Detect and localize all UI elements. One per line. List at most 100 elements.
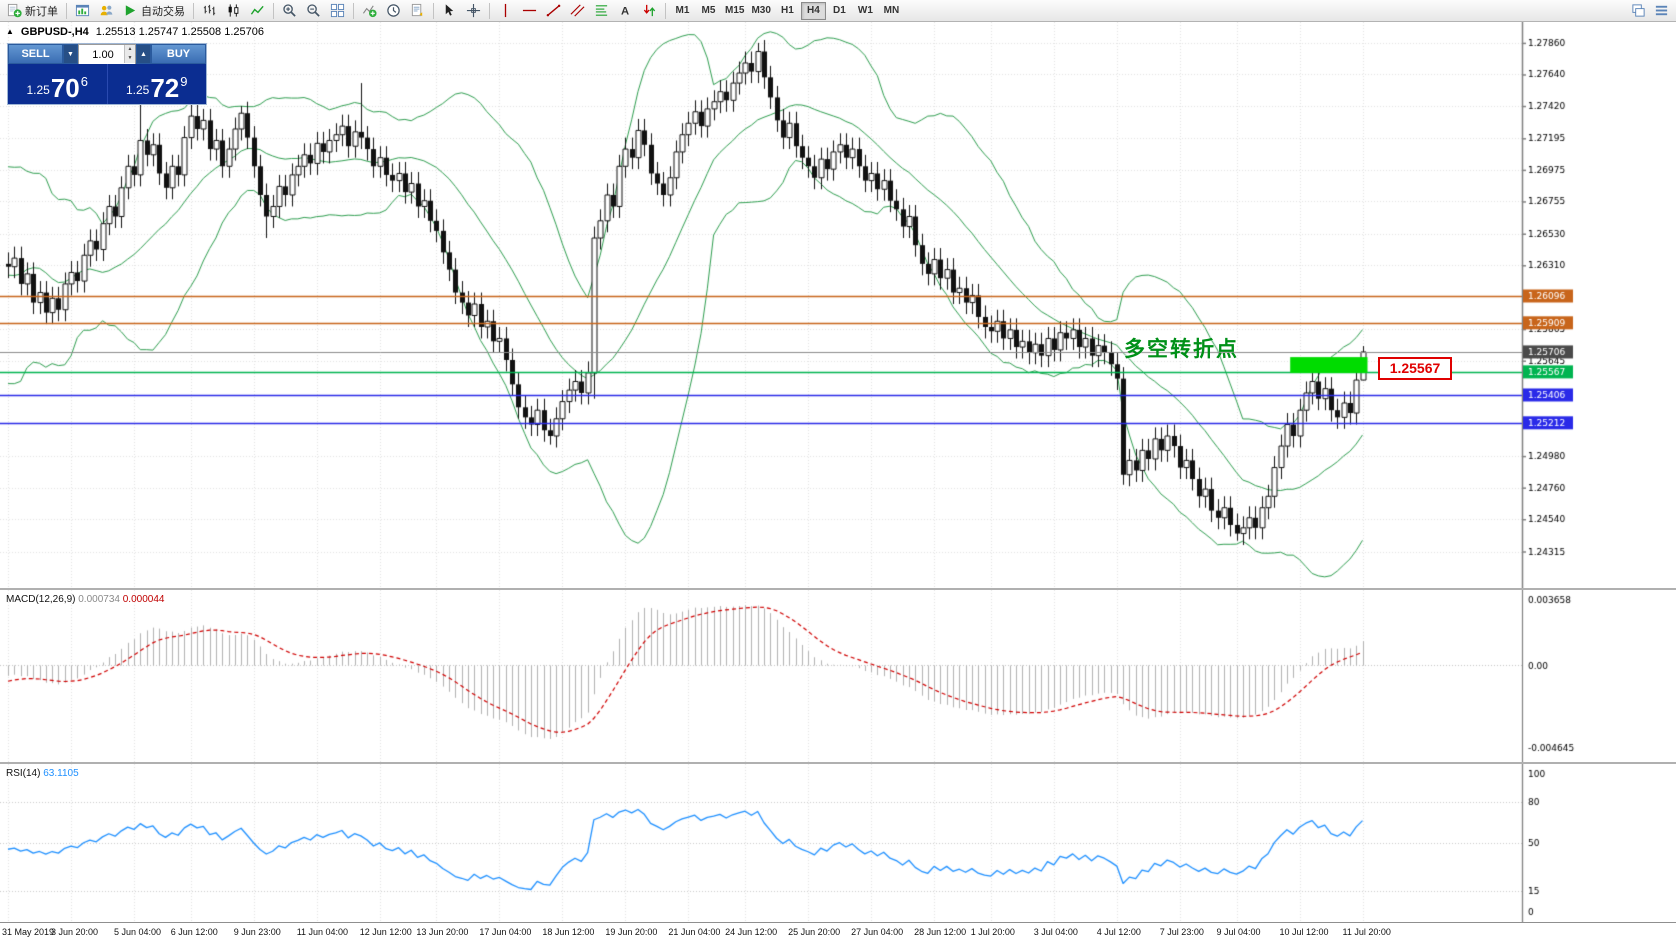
tile-windows-button[interactable]: [326, 1, 349, 20]
sell-button[interactable]: SELL: [8, 44, 63, 64]
sell-price-pip: 6: [80, 74, 88, 89]
volume-control: ▲ ▼: [78, 44, 136, 64]
periods-icon: [386, 3, 401, 18]
price-callout-label: 1.25567: [1378, 357, 1452, 380]
time-axis-label: 3 Jul 04:00: [1033, 927, 1078, 937]
buy-dropdown-button[interactable]: ▲: [136, 44, 151, 64]
indicators-icon: [362, 3, 377, 18]
macd-label: MACD(12,26,9) 0.000734 0.000044: [6, 594, 164, 605]
time-axis-label: 1 Jul 20:00: [970, 927, 1015, 937]
price-chart-canvas[interactable]: [0, 22, 1676, 588]
profiles-button[interactable]: [95, 1, 118, 20]
toolbar-separator: [489, 2, 490, 19]
zoom-out-icon: [306, 3, 321, 18]
horizontal-line-icon: [522, 3, 537, 18]
indicators-button[interactable]: [358, 1, 381, 20]
volume-up-button[interactable]: ▲: [124, 45, 135, 54]
candlestick-chart-icon: [226, 3, 241, 18]
time-axis-label: 13 Jun 20:00: [416, 927, 469, 937]
new-order-button[interactable]: 新订单: [3, 1, 62, 20]
window-cascade-button[interactable]: [1627, 1, 1650, 20]
rsi-label: RSI(14) 63.1105: [6, 768, 79, 779]
window-list-button[interactable]: [1650, 1, 1673, 20]
channel-button[interactable]: [566, 1, 589, 20]
chart-annotation-text: 多空转折点: [1124, 338, 1239, 361]
crosshair-button[interactable]: [462, 1, 485, 20]
top-toolbar: 新订单 自动交易 A M1 M5 M15 M30 H1 H4 D1 W1 MN: [0, 0, 1676, 22]
macd-name: MACD(12,26,9): [6, 594, 76, 605]
macd-main-value: 0.000734: [78, 594, 120, 605]
cursor-button[interactable]: [438, 1, 461, 20]
time-axis-label: 21 Jun 04:00: [668, 927, 721, 937]
autotrade-button-label: 自动交易: [141, 5, 185, 18]
buy-price-pip: 9: [180, 74, 188, 89]
sell-price-small: 1.25: [26, 83, 50, 97]
trendline-icon: [546, 3, 561, 18]
zoom-in-button[interactable]: [278, 1, 301, 20]
timeframe-m15-button[interactable]: M15: [722, 2, 747, 20]
toolbar-separator: [665, 2, 666, 19]
fibonacci-button[interactable]: [590, 1, 613, 20]
zoom-out-button[interactable]: [302, 1, 325, 20]
time-axis-label: 27 Jun 04:00: [851, 927, 904, 937]
templates-button[interactable]: [406, 1, 429, 20]
rsi-canvas[interactable]: [0, 764, 1676, 922]
arrows-icon: [642, 3, 657, 18]
channel-icon: [570, 3, 585, 18]
macd-canvas[interactable]: [0, 590, 1676, 762]
volume-input[interactable]: [79, 46, 135, 64]
timeframe-mn-button[interactable]: MN: [879, 2, 904, 20]
time-axis-label: 18 Jun 12:00: [542, 927, 595, 937]
toolbar-separator: [433, 2, 434, 19]
toolbar-separator: [273, 2, 274, 19]
trade-buttons-row: SELL ▼ ▲ ▼ ▲ BUY: [8, 44, 206, 64]
tile-windows-icon: [330, 3, 345, 18]
timeframe-h4-button[interactable]: H4: [800, 1, 826, 20]
candlestick-chart-button[interactable]: [222, 1, 245, 20]
sell-dropdown-button[interactable]: ▼: [63, 44, 78, 64]
timeframe-m5-button[interactable]: M5: [696, 2, 721, 20]
timeframe-m30-button[interactable]: M30: [748, 2, 773, 20]
rsi-panel: RSI(14) 63.1105: [0, 762, 1676, 922]
timeframe-d1-button[interactable]: D1: [827, 2, 852, 20]
trendline-button[interactable]: [542, 1, 565, 20]
horizontal-line-button[interactable]: [518, 1, 541, 20]
charts-button[interactable]: [71, 1, 94, 20]
window-cascade-icon: [1631, 3, 1646, 18]
buy-price[interactable]: 1.25 72 9: [106, 64, 207, 104]
timeframe-h1-button[interactable]: H1: [775, 2, 800, 20]
volume-down-button[interactable]: ▼: [124, 54, 135, 63]
arrows-button[interactable]: [638, 1, 661, 20]
macd-signal-value: 0.000044: [122, 594, 165, 605]
sell-price[interactable]: 1.25 70 6: [8, 64, 107, 104]
bar-chart-button[interactable]: [198, 1, 221, 20]
time-axis-label: 6 Jun 12:00: [170, 927, 218, 937]
chart-window-icon: [75, 3, 90, 18]
text-button[interactable]: A: [614, 1, 637, 20]
time-axis[interactable]: 31 May 2019 3 Jun 20:00 5 Jun 04:00 6 Jun 1…: [0, 922, 1676, 947]
time-axis-label: 10 Jul 12:00: [1279, 927, 1329, 937]
autotrade-button[interactable]: 自动交易: [119, 1, 189, 20]
time-axis-label: 28 Jun 12:00: [914, 927, 967, 937]
fibonacci-icon: [594, 3, 609, 18]
cursor-icon: [442, 3, 457, 18]
timeframe-w1-button[interactable]: W1: [853, 2, 878, 20]
time-axis-label: 17 Jun 04:00: [479, 927, 532, 937]
zoom-in-icon: [282, 3, 297, 18]
templates-icon: [410, 3, 425, 18]
periods-button[interactable]: [382, 1, 405, 20]
time-axis-label: 3 Jun 20:00: [51, 927, 99, 937]
toolbar-separator: [353, 2, 354, 19]
time-axis-label: 11 Jun 04:00: [296, 927, 349, 937]
collapse-triangle-icon[interactable]: ▲: [6, 27, 14, 36]
line-chart-button[interactable]: [246, 1, 269, 20]
timeframe-m1-button[interactable]: M1: [670, 2, 695, 20]
time-axis-label: 25 Jun 20:00: [788, 927, 841, 937]
profiles-icon: [99, 3, 114, 18]
buy-button[interactable]: BUY: [151, 44, 206, 64]
main-chart-panel: ▲ GBPUSD-,H4 1.25513 1.25747 1.25508 1.2…: [0, 22, 1676, 588]
time-axis-label: 24 Jun 12:00: [725, 927, 778, 937]
vertical-line-button[interactable]: [494, 1, 517, 20]
time-axis-label: 11 Jul 20:00: [1342, 927, 1391, 937]
new-order-icon: [7, 3, 22, 18]
